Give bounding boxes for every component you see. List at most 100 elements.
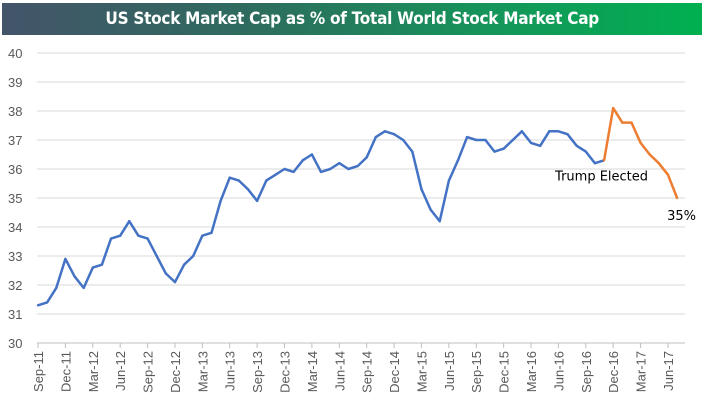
series-line-after-election	[602, 106, 679, 199]
data-point	[109, 237, 113, 240]
x-tick-label: Jun-14	[332, 351, 347, 391]
data-point	[219, 199, 222, 203]
y-axis: 30 31 32 33 34 35 36 37 38 39 40	[8, 46, 22, 351]
data-point	[237, 179, 241, 182]
data-point	[465, 135, 469, 139]
y-tick-label: 36	[8, 162, 22, 177]
data-point	[548, 130, 551, 133]
data-point	[173, 280, 177, 284]
data-point	[347, 167, 350, 171]
x-tick-label: Sep-13	[250, 351, 265, 393]
x-tick-label: Mar-14	[305, 351, 320, 392]
data-point	[611, 106, 615, 110]
chart-title-bar: US Stock Market Cap as % of Total World …	[2, 3, 702, 35]
data-point	[402, 138, 405, 142]
y-tick-label: 30	[8, 336, 22, 351]
data-point	[557, 130, 560, 133]
x-tick-label: Jun-13	[223, 351, 238, 391]
x-tick-label: Mar-15	[414, 351, 429, 392]
data-point	[246, 188, 250, 191]
x-tick-label: Sep-15	[469, 351, 484, 393]
data-point	[100, 263, 104, 266]
series-line-before-election	[37, 130, 605, 307]
x-tick-label: Jun-17	[661, 351, 676, 391]
y-tick-label: 35	[8, 191, 22, 206]
data-point	[55, 286, 58, 290]
data-point	[45, 301, 49, 304]
data-point	[411, 150, 414, 153]
annotation-35-percent: 35%	[667, 209, 696, 224]
data-point	[566, 133, 569, 136]
x-tick-label: Sep-12	[141, 351, 156, 393]
x-tick-label: Dec-14	[387, 351, 402, 393]
data-point	[328, 167, 332, 171]
x-tick-label: Mar-16	[524, 351, 539, 392]
x-tick-label: Jun-15	[442, 351, 457, 391]
data-point	[310, 153, 314, 156]
data-point	[648, 153, 651, 156]
data-point	[420, 188, 423, 191]
x-axis: Sep-11 Dec-11 Mar-12 Jun-12 Sep-12 Dec-12 Mar-…	[31, 343, 676, 393]
data-point	[392, 133, 396, 136]
y-tick-label: 34	[8, 220, 22, 235]
y-tick-label: 39	[8, 75, 22, 90]
data-point	[630, 121, 633, 124]
series-lines	[36, 106, 679, 307]
x-tick-label: Sep-16	[579, 351, 594, 393]
data-point	[456, 159, 460, 162]
data-point	[602, 159, 606, 162]
data-point	[82, 286, 85, 290]
data-point	[155, 254, 158, 258]
data-point	[201, 234, 204, 237]
data-point	[429, 208, 432, 211]
data-point	[520, 130, 524, 133]
data-point	[584, 150, 587, 153]
data-point	[210, 231, 213, 234]
data-point	[91, 266, 94, 269]
data-point	[146, 237, 149, 240]
x-tick-label: Sep-14	[360, 351, 375, 393]
data-point	[438, 220, 441, 223]
x-tick-label: Sep-11	[31, 351, 46, 392]
data-point	[511, 138, 514, 142]
x-tick-label: Mar-17	[634, 351, 649, 392]
data-point	[301, 159, 304, 162]
x-tick-label: Mar-12	[86, 351, 101, 392]
data-point	[283, 167, 286, 171]
data-point	[657, 162, 661, 165]
data-point	[255, 199, 259, 203]
x-tick-label: Dec-13	[278, 351, 293, 393]
data-point	[64, 257, 67, 261]
data-point	[73, 275, 76, 278]
data-point	[484, 138, 487, 142]
y-tick-label: 37	[8, 133, 22, 148]
data-point	[374, 135, 378, 139]
x-tick-label: Dec-16	[606, 351, 621, 393]
data-point	[274, 173, 277, 176]
data-point	[493, 150, 496, 153]
data-point	[118, 234, 122, 237]
data-point	[319, 170, 323, 174]
data-point	[265, 179, 268, 182]
annotation-trump-elected: Trump Elected	[554, 169, 648, 184]
data-point	[383, 130, 387, 133]
y-tick-label: 31	[8, 307, 22, 322]
data-point	[666, 173, 670, 176]
y-tick-label: 33	[8, 249, 22, 264]
data-point	[639, 141, 642, 145]
data-point	[502, 147, 505, 150]
data-point	[447, 179, 451, 182]
data-point	[338, 162, 341, 165]
data-point	[529, 141, 533, 145]
x-tick-label: Dec-15	[497, 351, 512, 393]
annotations: Trump Elected 35%	[554, 169, 696, 224]
x-tick-label: Jun-16	[551, 351, 566, 391]
data-point	[621, 121, 624, 124]
y-tick-label: 32	[8, 278, 22, 293]
data-point	[182, 263, 186, 266]
data-point	[192, 254, 195, 258]
data-point	[538, 144, 542, 147]
data-point	[675, 196, 679, 200]
data-point	[475, 138, 478, 142]
